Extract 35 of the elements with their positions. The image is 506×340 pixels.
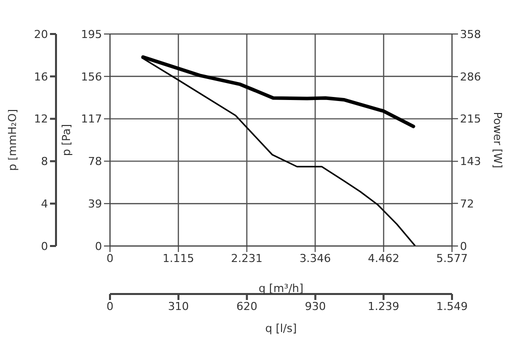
y2-tick-label: 358 <box>460 28 481 41</box>
y3-axis-title: p [mmH₂O] <box>6 109 19 171</box>
y-tick-label: 39 <box>88 198 102 211</box>
y-tick-label: 0 <box>95 240 102 253</box>
x-tick-label: 5.577 <box>436 252 468 265</box>
y3-tick-label: 0 <box>41 240 48 253</box>
x2-tick-label: 620 <box>236 300 258 313</box>
x-tick-label: 4.462 <box>368 252 400 265</box>
x-axis-title: q [m³/h] <box>258 282 304 295</box>
y3-tick-label: 8 <box>41 155 48 168</box>
y2-tick-label: 72 <box>460 197 474 210</box>
y-tick-label: 156 <box>81 70 102 84</box>
y2-axis-title: Power [W] <box>491 112 504 168</box>
x2-tick-label: 1.239 <box>368 300 400 313</box>
y-axis-title: p [Pa] <box>60 124 73 156</box>
x2-tick-label: 310 <box>168 300 189 313</box>
y-tick-label: 195 <box>81 28 102 41</box>
x-tick-label: 0 <box>106 252 114 265</box>
y3-tick-label: 16 <box>34 70 48 84</box>
x2-axis-title: q [l/s] <box>265 322 297 335</box>
x2-tick-label: 1.549 <box>436 300 468 313</box>
x2-tick-label: 930 <box>304 300 326 313</box>
y2-tick-label: 143 <box>460 155 481 168</box>
y-tick-label: 78 <box>88 155 102 168</box>
y2-tick-label: 286 <box>460 70 481 84</box>
y2-tick-label: 0 <box>460 240 467 253</box>
y2-tick-label: 215 <box>460 112 481 126</box>
y3-tick-label: 12 <box>34 112 48 126</box>
x2-tick-label: 0 <box>106 300 114 313</box>
x-tick-label: 3.346 <box>299 252 331 265</box>
x-tick-label: 1.115 <box>162 252 194 265</box>
y3-tick-label: 20 <box>34 28 48 41</box>
x-tick-label: 2.231 <box>231 252 263 265</box>
y-tick-label: 117 <box>81 112 102 126</box>
y3-tick-label: 4 <box>41 198 48 211</box>
